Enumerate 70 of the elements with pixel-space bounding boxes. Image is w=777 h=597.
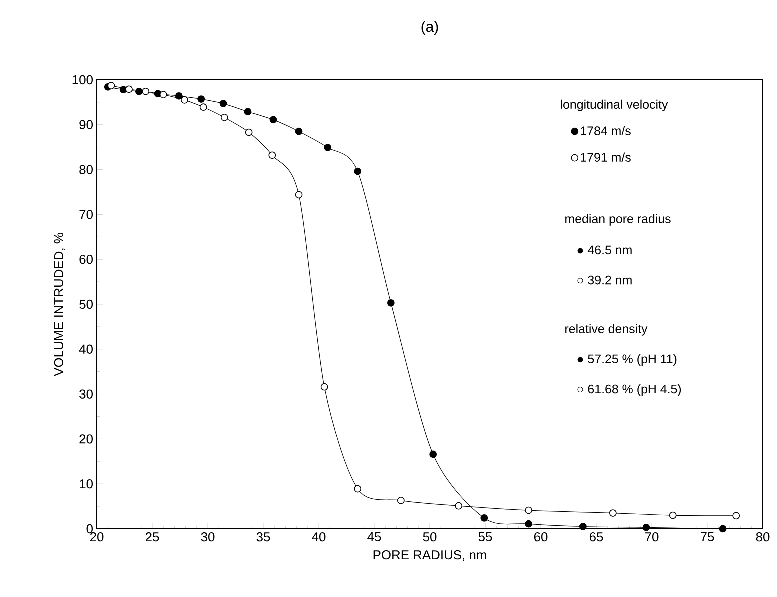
x-tick-label: 40 (312, 532, 326, 542)
point (244, 108, 252, 116)
point (181, 96, 188, 104)
point (160, 91, 168, 98)
point (719, 525, 727, 533)
y-tick-label: 50 (80, 300, 93, 310)
x-tick-label: 80 (756, 532, 770, 542)
point (732, 512, 740, 520)
y-tick-label: 80 (80, 165, 93, 174)
point (525, 520, 532, 528)
y-axis-title: VOLUME INTRUDED, % (54, 232, 66, 376)
point (198, 96, 206, 103)
point (324, 144, 332, 152)
point (126, 86, 133, 94)
legend-label: 1784 m/s (581, 126, 631, 136)
x-tick-label: 45 (368, 532, 382, 542)
point (642, 524, 650, 532)
x-tick-label: 35 (256, 532, 270, 542)
point (142, 88, 150, 96)
legend-title: longitudinal velocity (561, 100, 668, 112)
y-tick-label: 30 (80, 390, 93, 399)
point (480, 514, 488, 522)
chart-title: (a) (422, 21, 438, 36)
x-tick-label: 65 (590, 532, 604, 542)
point (245, 128, 253, 136)
point (270, 116, 278, 124)
x-tick-label: 20 (90, 532, 104, 542)
point (320, 383, 328, 391)
point (609, 510, 617, 517)
point (580, 523, 587, 530)
y-tick-label: 10 (80, 479, 93, 489)
point (200, 104, 208, 112)
x-tick-label: 55 (478, 532, 492, 542)
point (295, 191, 303, 199)
annotation: ● 46.5 nm (578, 246, 632, 255)
point (268, 152, 276, 160)
point (397, 497, 405, 504)
point (387, 299, 395, 307)
legend-label: 1791 m/s (581, 152, 631, 162)
x-tick-label: 30 (201, 532, 215, 542)
x-tick-label: 75 (700, 532, 714, 542)
y-tick-label: 20 (80, 434, 93, 444)
y-tick-label: 0 (86, 524, 93, 534)
point (354, 485, 362, 493)
annotation: ● 57.25 % (pH 11) (578, 354, 677, 366)
point (175, 92, 183, 100)
point (354, 168, 362, 176)
point (525, 506, 532, 514)
annotation: relative density (566, 324, 648, 336)
x-tick-label: 60 (534, 532, 548, 542)
x-tick-label: 70 (645, 532, 659, 542)
x-tick-label: 50 (423, 532, 437, 542)
point (220, 100, 228, 108)
point (108, 82, 116, 90)
x-tick-label: 25 (146, 532, 160, 542)
y-tick-label: 90 (80, 120, 93, 130)
point (455, 502, 463, 510)
x-axis-title: PORE RADIUS, nm (374, 550, 486, 562)
y-tick-label: 60 (80, 254, 93, 264)
point (295, 128, 303, 136)
y-tick-label: 70 (80, 210, 93, 220)
annotation: ○ 39.2 nm (578, 276, 632, 285)
y-tick-label: 40 (79, 344, 93, 354)
annotation: median pore radius (566, 214, 671, 226)
annotation: ○ 61.68 % (pH 4.5) (578, 384, 682, 396)
point (669, 512, 677, 520)
point (430, 450, 438, 458)
point (136, 88, 143, 96)
point (220, 114, 228, 122)
y-tick-label: 100 (72, 75, 93, 85)
